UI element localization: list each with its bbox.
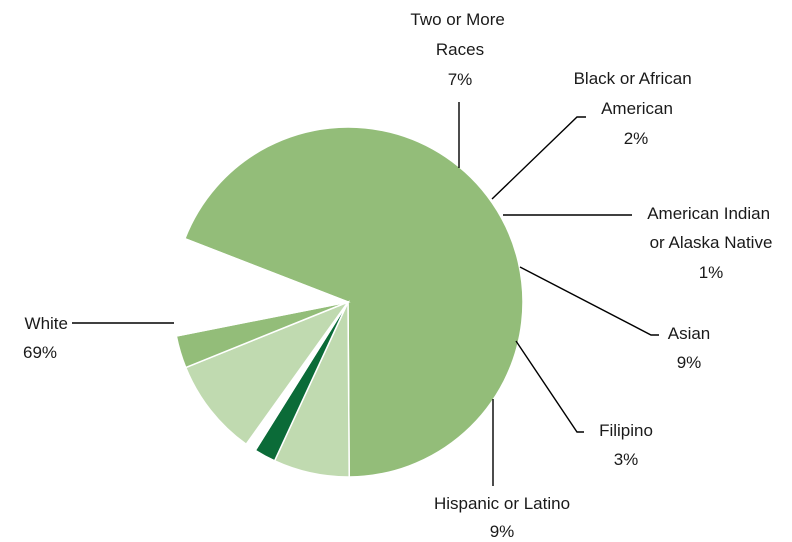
- value-label-white: 69%: [23, 343, 57, 362]
- leader-line-black-or-african-american: [491, 116, 586, 200]
- value-label-black-or-african-american: 2%: [624, 129, 649, 148]
- label-black-or-african-american: Black or African American: [574, 69, 697, 118]
- label-filipino: Filipino: [599, 421, 653, 440]
- pie-slice-asian: [184, 300, 351, 446]
- pie-slices: [172, 126, 524, 478]
- value-label-two-or-more-races: 7%: [448, 70, 473, 89]
- label-asian: Asian: [668, 324, 711, 343]
- value-label-hispanic-or-latino: 9%: [490, 522, 515, 541]
- pie-slice-hispanic-or-latino: [172, 237, 351, 337]
- label-american-indian: American Indian or Alaska Native: [647, 204, 775, 252]
- label-two-or-more-races: Two or More Races: [410, 10, 509, 59]
- value-label-asian: 9%: [677, 353, 702, 372]
- label-hispanic-or-latino: Hispanic or Latino: [434, 494, 570, 513]
- leader-line-filipino: [515, 340, 584, 433]
- value-label-filipino: 3%: [614, 450, 639, 469]
- pie-slice-white: [183, 126, 524, 478]
- value-label-american-indian: 1%: [699, 263, 724, 282]
- leader-line-asian: [519, 266, 659, 336]
- label-white: White: [25, 314, 68, 333]
